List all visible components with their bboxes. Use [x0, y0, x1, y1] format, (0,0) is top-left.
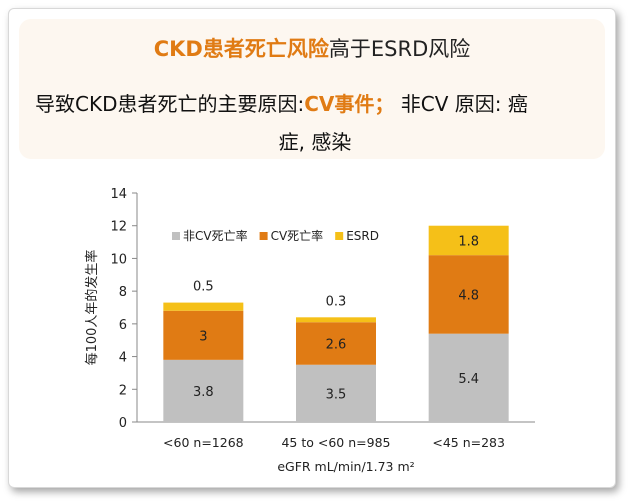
data-label: 2.6: [326, 337, 347, 352]
data-label: 1.8: [458, 234, 479, 249]
y-tick-label: 6: [119, 318, 127, 333]
data-label: 5.4: [458, 372, 479, 387]
legend-swatch: [172, 232, 180, 240]
data-label: 4.8: [458, 288, 479, 303]
x-axis-title: eGFR mL/min/1.73 m²: [277, 459, 414, 474]
y-tick-label: 12: [110, 220, 127, 235]
bar-segment: [163, 302, 244, 311]
y-tick-label: 2: [119, 383, 127, 398]
data-label: 0.5: [193, 280, 214, 295]
subline-accent: CV事件；: [304, 92, 395, 116]
subline-part1: 导致CKD患者死亡的主要原因:: [35, 92, 305, 116]
bar-segment: [428, 225, 509, 256]
subline-part2: 非CV 原因: 癌: [394, 92, 528, 116]
legend-label: CV死亡率: [271, 228, 324, 243]
legend-swatch: [335, 232, 344, 240]
data-label: 3: [199, 329, 207, 344]
subline-line2: 症, 感染: [278, 130, 352, 154]
data-label: 0.3: [326, 294, 347, 309]
y-axis-title: 每100人年的发生率: [84, 250, 100, 366]
legend-swatch: [259, 232, 268, 240]
legend-label: ESRD: [346, 229, 379, 243]
data-label: 3.8: [193, 385, 214, 400]
bar-segment: [163, 310, 244, 360]
x-tick-label: <45 n=283: [432, 435, 505, 450]
y-tick-label: 0: [119, 416, 127, 431]
slide-subline: 导致CKD患者死亡的主要原因:CV事件； 非CV 原因: 癌 症, 感染: [35, 85, 595, 161]
bar-segment: [428, 255, 509, 334]
slide-headline: CKD患者死亡风险高于ESRD风险: [9, 33, 615, 63]
legend-label: 非CV死亡率: [183, 228, 248, 243]
y-tick-label: 10: [110, 252, 127, 267]
y-tick-label: 4: [119, 351, 127, 366]
header-band: [19, 19, 605, 159]
data-label: 3.5: [326, 387, 347, 402]
bar-segment: [296, 317, 376, 323]
y-tick-label: 8: [119, 285, 127, 300]
x-tick-label: <60 n=1268: [163, 435, 244, 450]
x-tick-label: 45 to <60 n=985: [281, 435, 390, 450]
slide-frame: CKD患者死亡风险高于ESRD风险 导致CKD患者死亡的主要原因:CV事件； 非…: [8, 8, 616, 488]
y-tick-label: 14: [110, 187, 127, 202]
headline-rest: 高于ESRD风险: [328, 37, 471, 61]
headline-accent: CKD患者死亡风险: [153, 37, 329, 61]
bar-segment: [296, 364, 376, 422]
bar-segment: [163, 359, 244, 422]
bar-segment: [296, 322, 376, 365]
bar-segment: [428, 333, 509, 422]
